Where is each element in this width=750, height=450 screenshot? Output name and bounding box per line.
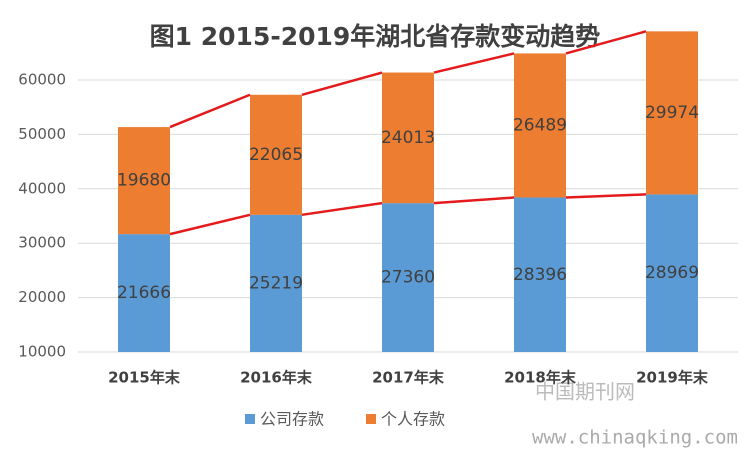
x-tick-label: 2015年末 [108,369,181,387]
value-label: 26489 [513,115,567,135]
y-tick-label: 40000 [18,179,66,197]
value-label: 29974 [645,103,699,123]
x-tick-label: 2016年末 [240,369,313,387]
bar-segment [382,203,434,352]
y-tick-label: 60000 [18,71,66,89]
legend-swatch [245,414,255,424]
trend-line [565,30,647,55]
y-tick-label: 50000 [18,125,66,143]
bar-segment [250,94,302,215]
bar-segment [118,234,170,352]
trend-line [433,196,515,205]
trend-line [565,193,647,199]
bar-segment [646,194,698,352]
y-tick-label: 10000 [18,343,66,361]
legend-swatch [366,414,376,424]
bar-segment [118,127,170,235]
value-label: 22065 [249,145,303,165]
y-tick-label: 20000 [18,288,66,306]
legend-label: 公司存款 [260,410,324,429]
value-label: 25219 [249,273,303,293]
trend-line [433,52,515,74]
trend-line [301,71,383,96]
value-label: 21666 [117,283,171,303]
watermark: 中国期刊网 [535,380,635,404]
value-label: 27360 [381,268,435,288]
value-label: 19680 [117,171,171,191]
x-tick-label: 2017年末 [372,369,445,387]
trend-line [169,93,251,129]
y-tick-label: 30000 [18,234,66,252]
chart-title: 图1 2015-2019年湖北省存款变动趋势 [150,22,601,51]
bar-segment [514,53,566,198]
bar-segment [382,72,434,204]
bar-segment [250,214,302,352]
value-label: 24013 [381,128,435,148]
trend-line [169,213,251,236]
bar-segment [514,197,566,352]
trend-line [301,201,383,217]
watermark: www.chinaqking.com [532,427,738,449]
x-tick-label: 2019年末 [636,369,709,387]
value-label: 28969 [645,263,699,283]
bar-segment [646,31,698,195]
legend-label: 个人存款 [381,410,445,429]
x-tick-label: 2018年末 [504,369,577,387]
value-label: 28396 [513,265,567,285]
